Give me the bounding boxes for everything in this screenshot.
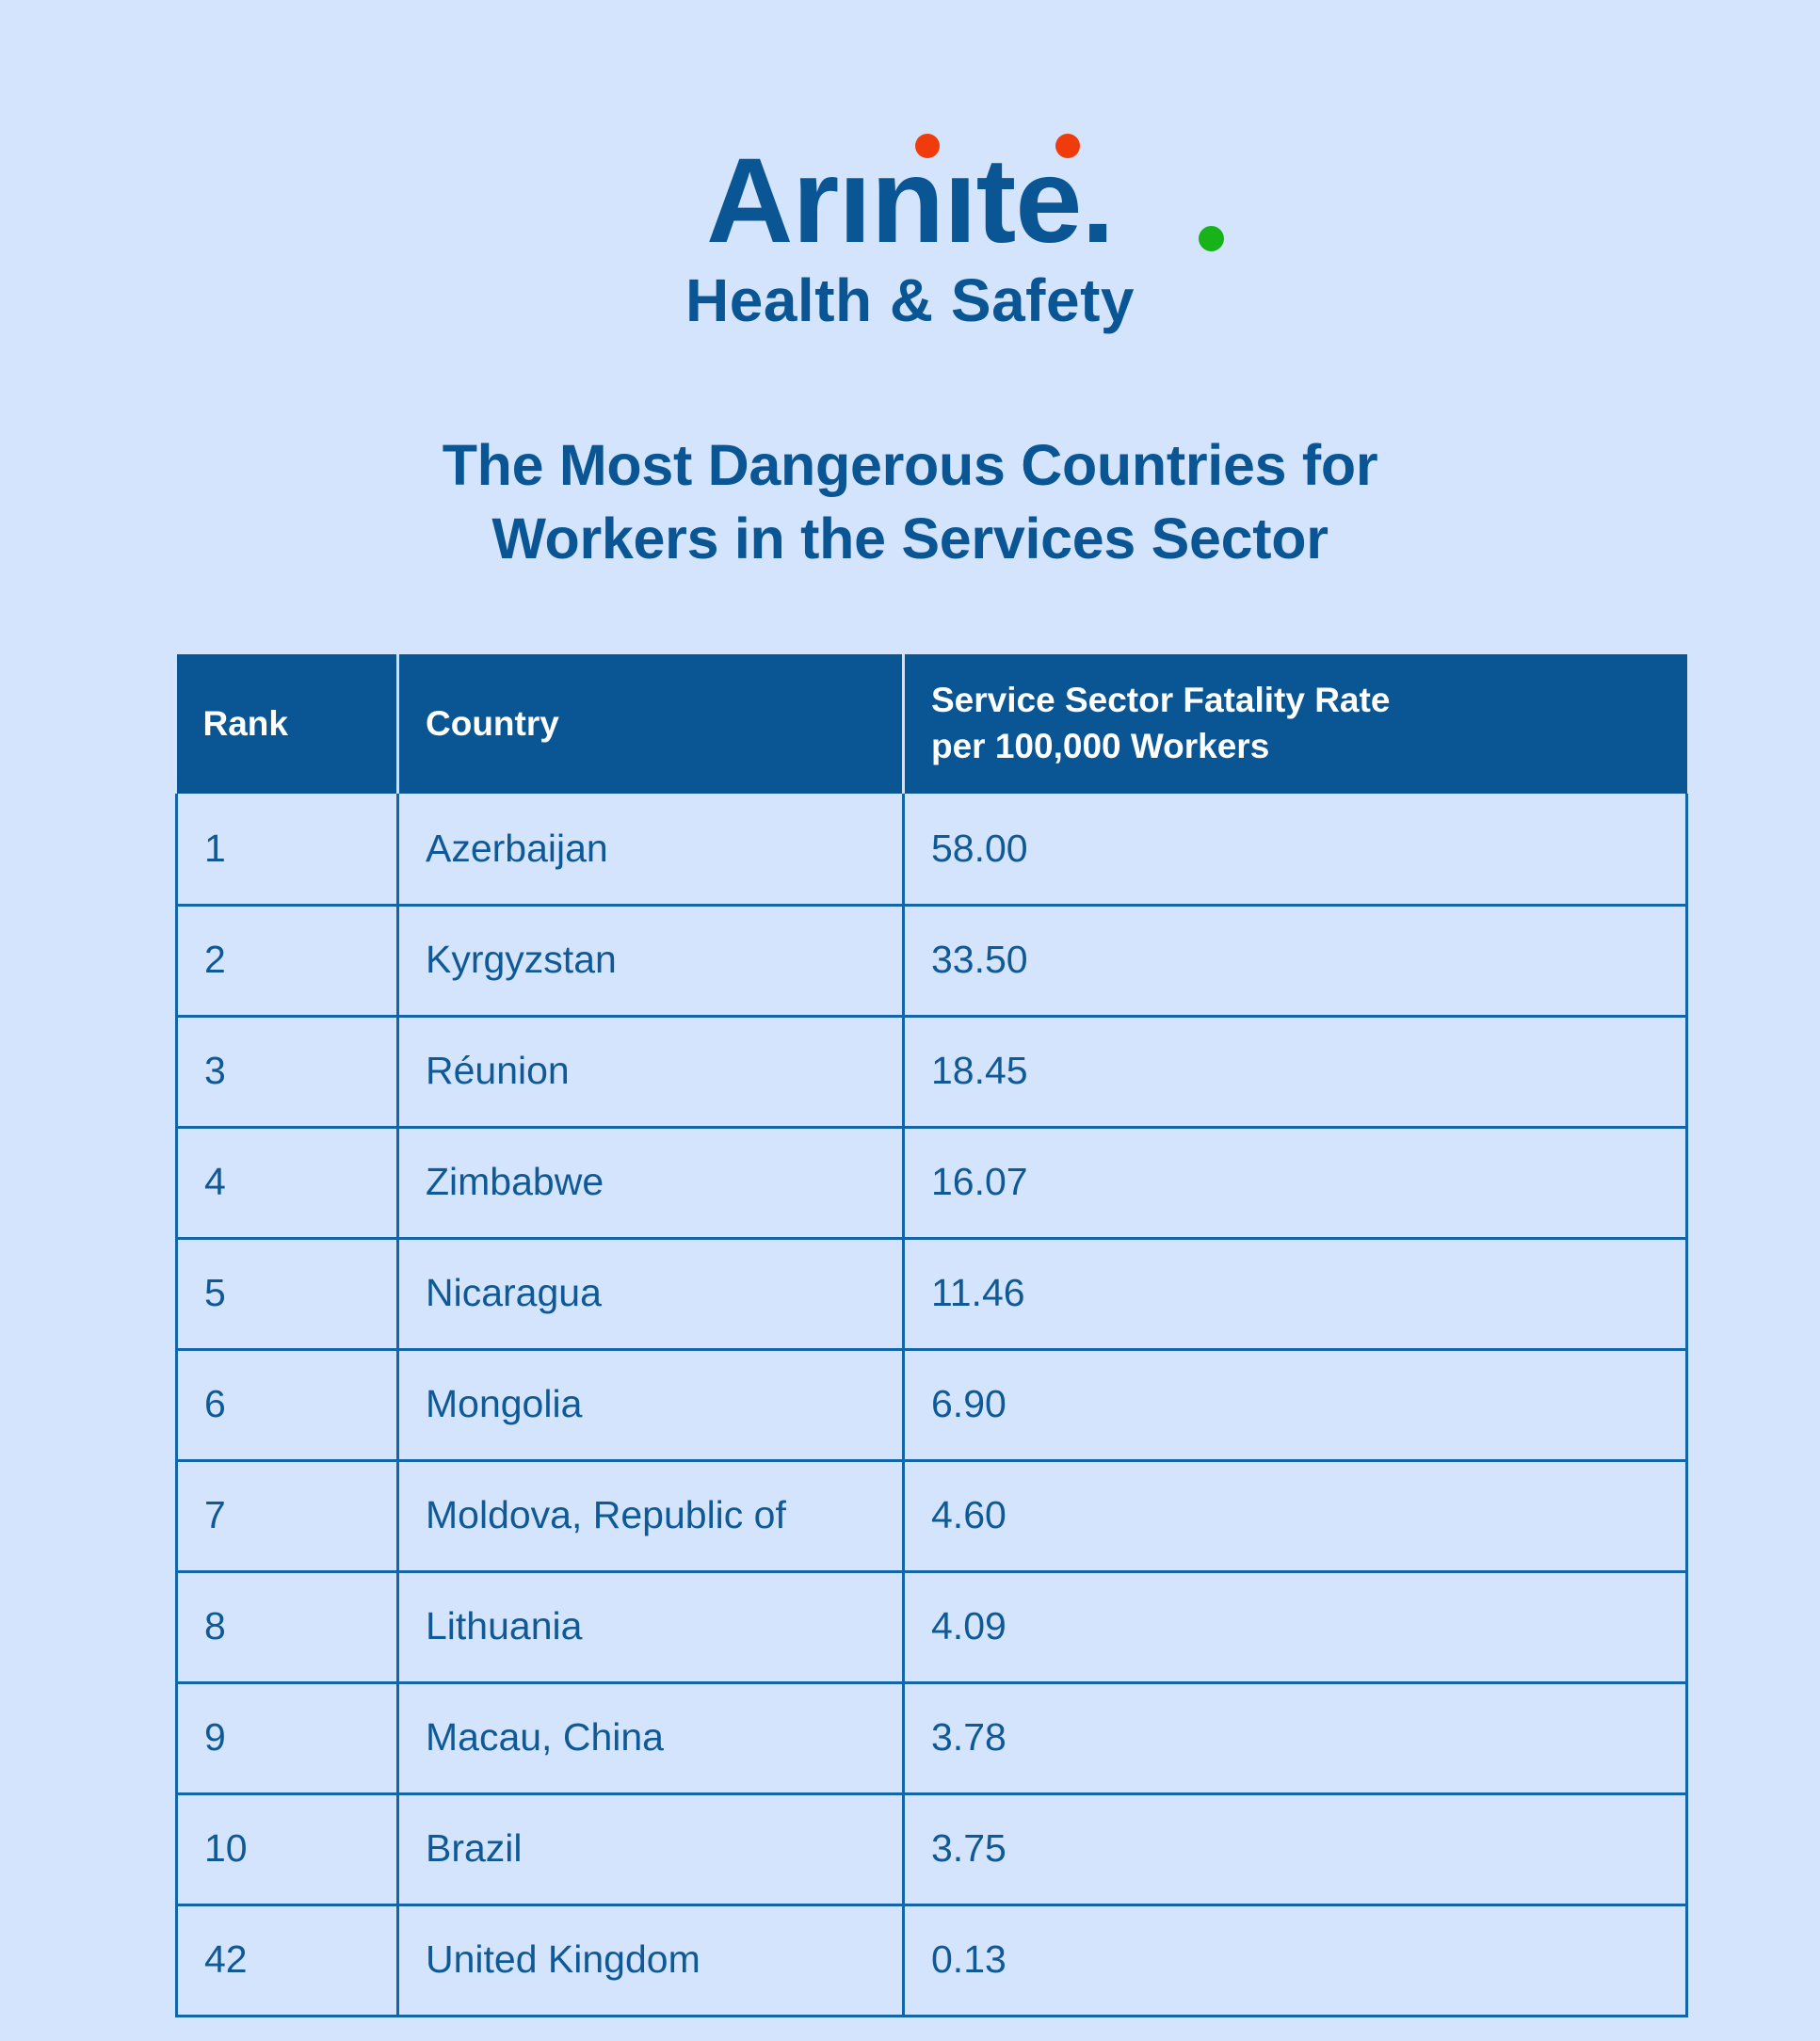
cell-rate: 11.46 — [903, 1238, 1688, 1351]
cell-rank: 10 — [175, 1793, 399, 1906]
cell-country: Mongolia — [397, 1349, 905, 1462]
brand-wordmark-text: Arınıte — [706, 134, 1082, 268]
cell-rank: 6 — [175, 1349, 399, 1462]
ranking-table: Rank Country Service Sector Fatality Rat… — [175, 654, 1688, 2017]
cell-country: United Kingdom — [397, 1904, 905, 2017]
page-title-line-1: The Most Dangerous Countries for — [442, 433, 1378, 497]
table-row: 7 Moldova, Republic of 4.60 — [175, 1460, 1688, 1573]
cell-rate: 16.07 — [903, 1127, 1688, 1240]
cell-rank: 3 — [175, 1016, 399, 1129]
logo-green-dot-icon — [1199, 226, 1225, 251]
page-title-line-2: Workers in the Services Sector — [491, 506, 1329, 571]
cell-country: Réunion — [397, 1016, 905, 1129]
cell-rank: 42 — [175, 1904, 399, 2017]
cell-rate: 33.50 — [903, 905, 1688, 1018]
table-row: 10 Brazil 3.75 — [175, 1793, 1688, 1906]
table-row: 5 Nicaragua 11.46 — [175, 1238, 1688, 1351]
cell-rate: 4.09 — [903, 1571, 1688, 1684]
table-row: 42 United Kingdom 0.13 — [175, 1904, 1688, 2017]
cell-rate: 3.75 — [903, 1793, 1688, 1906]
cell-country: Nicaragua — [397, 1238, 905, 1351]
table-body: 1 Azerbaijan 58.00 2 Kyrgyzstan 33.50 3 Réunion… — [175, 794, 1688, 2017]
cell-rate: 0.13 — [903, 1904, 1688, 2017]
cell-country: Azerbaijan — [397, 794, 905, 907]
cell-rank: 1 — [175, 794, 399, 907]
table-row: 6 Mongolia 6.90 — [175, 1349, 1688, 1462]
cell-country: Kyrgyzstan — [397, 905, 905, 1018]
table-row: 9 Macau, China 3.78 — [175, 1682, 1688, 1795]
column-header-rate-line-1: Service Sector Fatality Rate — [931, 681, 1391, 720]
table-header-row: Rank Country Service Sector Fatality Rat… — [176, 654, 1687, 794]
cell-rate: 3.78 — [903, 1682, 1688, 1795]
cell-rank: 7 — [175, 1460, 399, 1573]
cell-country: Moldova, Republic of — [397, 1460, 905, 1573]
table-row: 3 Réunion 18.45 — [175, 1016, 1688, 1129]
table-header: Rank Country Service Sector Fatality Rat… — [176, 654, 1687, 794]
table-row: 8 Lithuania 4.09 — [175, 1571, 1688, 1684]
column-header-rank: Rank — [176, 654, 399, 794]
column-header-rate: Service Sector Fatality Rate per 100,000… — [903, 654, 1687, 794]
page-title: The Most Dangerous Countries for Workers… — [0, 428, 1820, 575]
cell-rate: 58.00 — [903, 794, 1688, 907]
cell-rank: 5 — [175, 1238, 399, 1351]
cell-country: Lithuania — [397, 1571, 905, 1684]
cell-rate: 6.90 — [903, 1349, 1688, 1462]
cell-country: Brazil — [397, 1793, 905, 1906]
cell-rank: 9 — [175, 1682, 399, 1795]
cell-country: Zimbabwe — [397, 1127, 905, 1240]
brand-logo: Arınıte. Health & Safety — [0, 134, 1820, 334]
column-header-rate-line-2: per 100,000 Workers — [931, 727, 1270, 765]
logo-orange-dot-icon — [915, 134, 941, 158]
cell-rank: 2 — [175, 905, 399, 1018]
cell-rank: 8 — [175, 1571, 399, 1684]
cell-rank: 4 — [175, 1127, 399, 1240]
brand-wordmark-period: . — [1081, 134, 1115, 268]
cell-rate: 18.45 — [903, 1016, 1688, 1129]
ranking-table-container: Rank Country Service Sector Fatality Rat… — [175, 654, 1688, 2017]
logo-orange-dot-2-icon — [1055, 134, 1081, 158]
table-row: 2 Kyrgyzstan 33.50 — [175, 905, 1688, 1018]
table-row: 1 Azerbaijan 58.00 — [175, 794, 1688, 907]
table-row: 4 Zimbabwe 16.07 — [175, 1127, 1688, 1240]
cell-country: Macau, China — [397, 1682, 905, 1795]
brand-subtitle: Health & Safety — [685, 266, 1135, 334]
cell-rate: 4.60 — [903, 1460, 1688, 1573]
brand-wordmark: Arınıte. — [706, 134, 1225, 262]
column-header-country: Country — [397, 654, 905, 794]
